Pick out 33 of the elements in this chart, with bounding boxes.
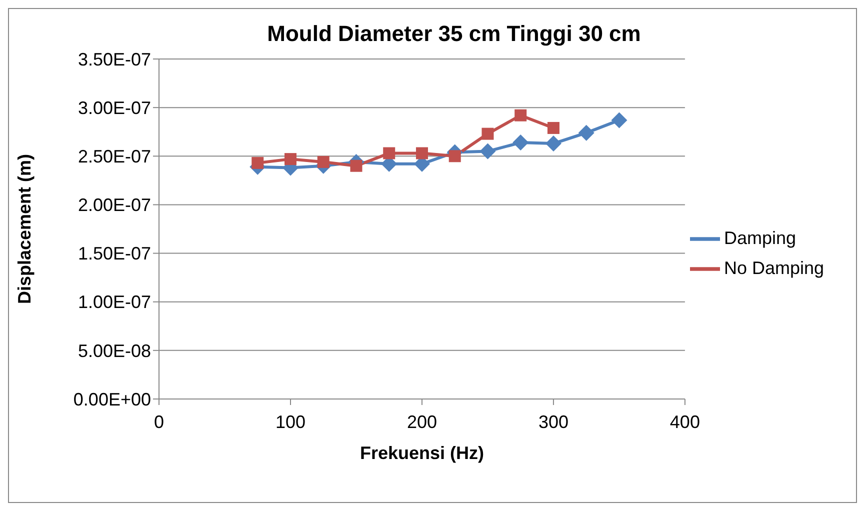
point [512,134,529,151]
point [317,156,330,168]
point [416,147,428,160]
point [611,112,628,128]
x-tick-label: 100 [275,412,306,432]
y-tick-label: 3.00E-07 [78,98,151,118]
y-tick-label: 1.00E-07 [78,292,151,312]
point [482,128,494,140]
point [578,124,594,141]
x-axis-title: Frekuensi (Hz) [360,443,484,463]
point [545,136,562,152]
point [448,150,461,162]
x-tick-label: 0 [154,412,164,432]
x-tick-label: 400 [670,412,700,432]
y-tick-label: 0.00E+00 [73,389,151,410]
x-tick-label: 300 [538,412,568,432]
point [383,147,396,160]
legend-label: No Damping [724,258,824,278]
legend-label: Damping [724,228,796,248]
y-tick-label: 2.00E-07 [78,195,151,216]
point [284,153,296,166]
point [480,143,496,160]
x-tick-label: 200 [406,412,437,432]
point [514,109,527,122]
y-tick-label: 3.50E-07 [78,49,151,70]
chart-title: Mould Diameter 35 cm Tinggi 30 cm [266,21,642,47]
y-tick-label: 2.50E-07 [78,146,151,167]
point [252,156,264,169]
y-axis-title: Displacement (m) [14,154,34,304]
point [547,122,560,134]
point [350,160,362,172]
y-tick-label: 1.50E-07 [78,244,151,264]
y-tick-label: 5.00E-08 [78,340,151,361]
